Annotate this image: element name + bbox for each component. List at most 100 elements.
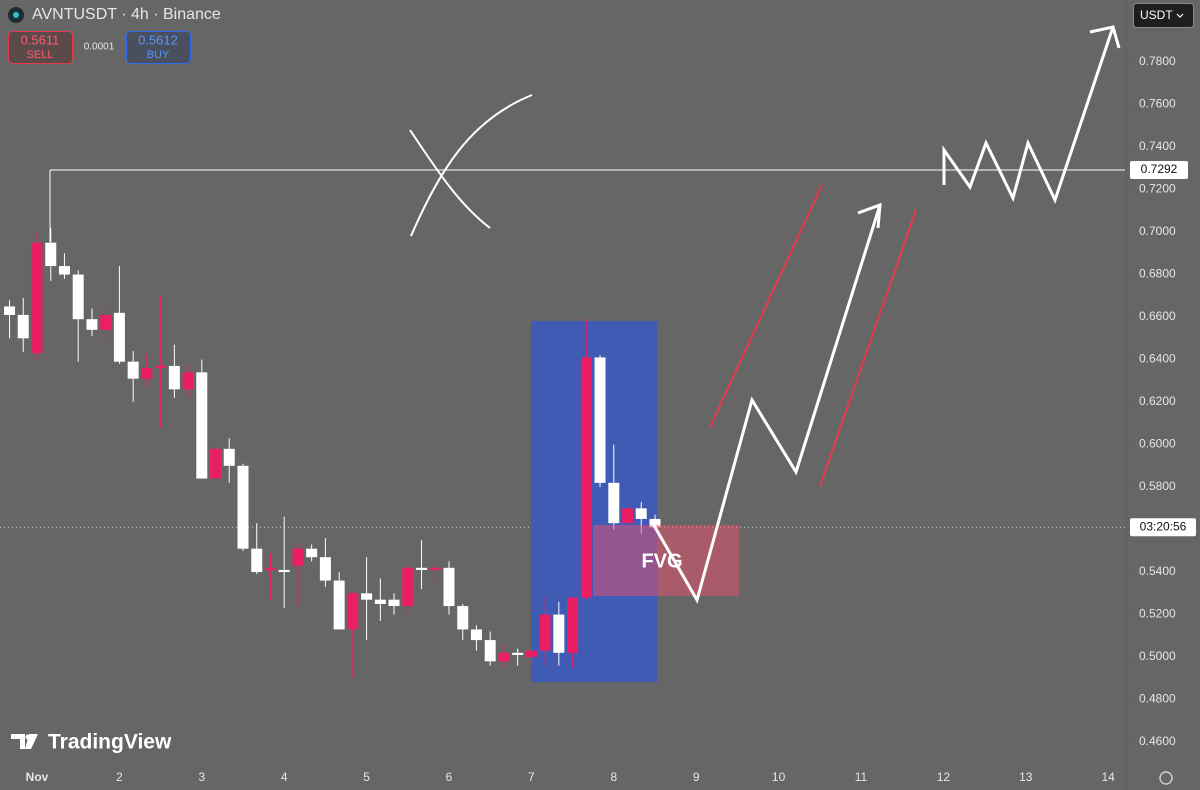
channel-line bbox=[819, 209, 917, 487]
cross-drawing bbox=[409, 94, 533, 237]
x-tick-label: 10 bbox=[772, 770, 786, 784]
candle-body bbox=[182, 372, 194, 390]
candle-body bbox=[512, 652, 524, 655]
candle-body bbox=[484, 640, 496, 662]
candle-body bbox=[86, 319, 98, 330]
candle-body bbox=[292, 548, 304, 566]
y-tick-label: 0.5200 bbox=[1139, 607, 1176, 621]
candle-body bbox=[635, 508, 647, 519]
y-tick-label: 0.7600 bbox=[1139, 97, 1176, 111]
level-label-box bbox=[1130, 161, 1188, 180]
candle-body bbox=[457, 606, 469, 630]
y-tick-label: 0.6800 bbox=[1139, 267, 1176, 281]
buy-label: BUY bbox=[147, 49, 170, 61]
x-tick-label: 5 bbox=[363, 770, 370, 784]
arrow-head bbox=[1089, 25, 1121, 49]
currency-button[interactable] bbox=[1133, 3, 1194, 28]
axes: 0.46000.48000.50000.52000.54000.56000.58… bbox=[26, 54, 1196, 784]
candle-body bbox=[264, 567, 276, 570]
candle-body bbox=[223, 448, 235, 466]
candle-body bbox=[100, 314, 112, 330]
candle-body bbox=[45, 242, 57, 267]
candle-body bbox=[141, 368, 153, 379]
y-tick-label: 0.4600 bbox=[1139, 734, 1176, 748]
candle-body bbox=[333, 580, 345, 630]
candle-body bbox=[168, 365, 180, 390]
y-tick-label: 0.5000 bbox=[1139, 649, 1176, 663]
symbol-title: AVNTUSDT · 4h · Binance bbox=[32, 6, 221, 23]
symbol-logo-dot bbox=[13, 12, 19, 18]
buy-button[interactable] bbox=[126, 31, 191, 64]
currency: USDT bbox=[1140, 8, 1173, 22]
spread: 0.0001 bbox=[84, 42, 115, 53]
candle-body bbox=[319, 557, 331, 581]
x-tick-label: 9 bbox=[693, 770, 700, 784]
y-tick-label: 0.7000 bbox=[1139, 224, 1176, 238]
candle-body bbox=[498, 652, 510, 662]
x-tick-label: 2 bbox=[116, 770, 123, 784]
candle-body bbox=[278, 569, 290, 573]
candle-body bbox=[374, 599, 386, 604]
sell-button[interactable] bbox=[8, 31, 73, 64]
y-tick-label: 0.6400 bbox=[1139, 352, 1176, 366]
arrow-head bbox=[857, 202, 882, 229]
candle-body bbox=[210, 448, 222, 479]
channel-line bbox=[709, 184, 823, 428]
candle-body bbox=[567, 597, 579, 653]
brand-logo-dot bbox=[25, 734, 31, 740]
candle-body bbox=[470, 629, 482, 641]
brand: TradingView bbox=[48, 731, 172, 754]
candle-body bbox=[58, 266, 70, 275]
candle-body bbox=[594, 357, 606, 483]
y-tick-label: 0.5800 bbox=[1139, 479, 1176, 493]
y-tick-label: 0.5400 bbox=[1139, 564, 1176, 578]
candle-body bbox=[402, 567, 414, 607]
candle-body bbox=[622, 508, 634, 524]
x-tick-label: 7 bbox=[528, 770, 535, 784]
x-tick-label: 4 bbox=[281, 770, 288, 784]
x-tick-label: 12 bbox=[937, 770, 951, 784]
candle-body bbox=[113, 312, 125, 362]
candle-body bbox=[580, 357, 592, 598]
candle-body bbox=[649, 518, 661, 528]
candle-body bbox=[539, 614, 551, 651]
sell-label: SELL bbox=[27, 49, 54, 61]
dropdown-caret bbox=[1176, 13, 1184, 18]
candle-body bbox=[4, 306, 16, 315]
candle-body bbox=[429, 567, 441, 570]
x-tick-label: 6 bbox=[446, 770, 453, 784]
plot bbox=[0, 169, 1125, 528]
y-tick-label: 0.6600 bbox=[1139, 309, 1176, 323]
x-tick-label: 14 bbox=[1102, 770, 1116, 784]
y-tick-label: 0.6200 bbox=[1139, 394, 1176, 408]
candle-body bbox=[155, 365, 167, 369]
zigzag-arrow bbox=[942, 26, 1115, 205]
level-label: 0.7292 bbox=[1141, 162, 1178, 176]
path-arrow bbox=[650, 204, 882, 604]
candle-body bbox=[127, 361, 139, 379]
countdown: 03:20:56 bbox=[1140, 519, 1187, 533]
y-tick-label: 0.6000 bbox=[1139, 437, 1176, 451]
blue-zone bbox=[531, 321, 657, 682]
y-tick-label: 0.7800 bbox=[1139, 54, 1176, 68]
x-tick-label: 13 bbox=[1019, 770, 1033, 784]
candle-body bbox=[525, 650, 537, 658]
x-tick-label: Nov bbox=[26, 770, 49, 784]
candle-body bbox=[347, 593, 359, 630]
settings-icon[interactable] bbox=[1159, 771, 1173, 785]
sell-price: 0.5611 bbox=[21, 32, 60, 47]
x-tick-label: 8 bbox=[610, 770, 617, 784]
candle-body bbox=[72, 274, 84, 320]
candle-body bbox=[31, 242, 43, 354]
y-tick-label: 0.7400 bbox=[1139, 139, 1176, 153]
candle-body bbox=[443, 567, 455, 607]
x-tick-label: 3 bbox=[198, 770, 205, 784]
candle-body bbox=[237, 465, 249, 549]
candle-body bbox=[416, 567, 428, 570]
candle-body bbox=[361, 593, 373, 600]
y-tick-label: 0.7200 bbox=[1139, 182, 1176, 196]
candle-body bbox=[251, 548, 263, 573]
candle-body bbox=[388, 599, 400, 607]
candle-body bbox=[553, 614, 565, 653]
